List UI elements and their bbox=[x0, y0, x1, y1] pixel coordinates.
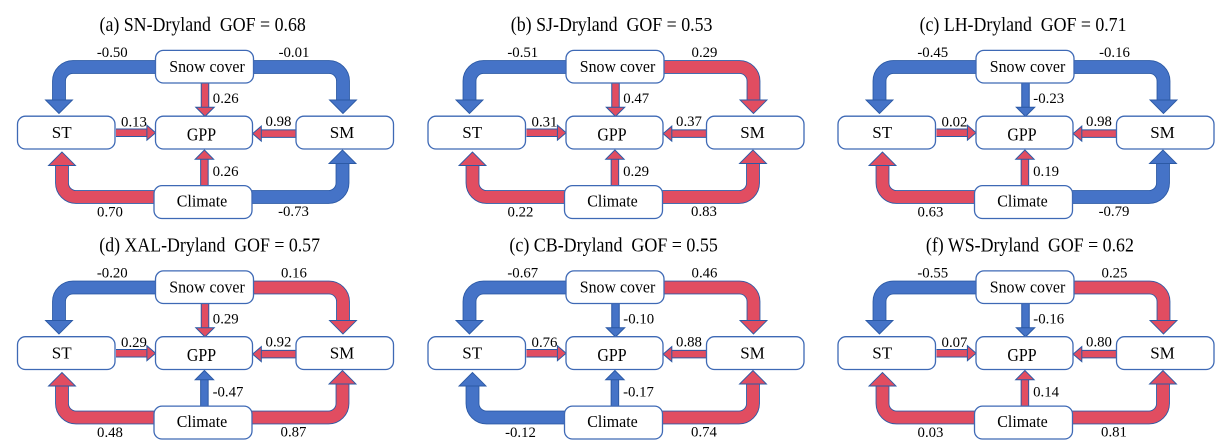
svg-text:(a) SN-Dryland GOF = 0.68: (a) SN-Dryland GOF = 0.68 bbox=[100, 14, 306, 36]
svg-text:0.02: 0.02 bbox=[942, 115, 968, 131]
svg-text:0.76: 0.76 bbox=[532, 335, 558, 351]
svg-text:-0.20: -0.20 bbox=[97, 265, 128, 281]
svg-text:Climate: Climate bbox=[177, 192, 228, 211]
svg-text:0.07: 0.07 bbox=[942, 335, 968, 351]
svg-text:-0.50: -0.50 bbox=[97, 45, 128, 61]
svg-text:0.29: 0.29 bbox=[121, 335, 147, 351]
svg-text:0.16: 0.16 bbox=[281, 265, 307, 281]
svg-text:ST: ST bbox=[872, 343, 892, 362]
svg-text:0.26: 0.26 bbox=[213, 91, 239, 107]
svg-text:ST: ST bbox=[462, 343, 482, 362]
svg-text:-0.12: -0.12 bbox=[505, 425, 536, 441]
svg-text:0.63: 0.63 bbox=[918, 205, 944, 221]
svg-text:0.92: 0.92 bbox=[266, 334, 292, 350]
svg-text:ST: ST bbox=[462, 123, 482, 142]
svg-text:0.87: 0.87 bbox=[281, 425, 307, 441]
svg-text:Snow cover: Snow cover bbox=[990, 278, 1066, 297]
svg-text:-0.67: -0.67 bbox=[507, 265, 538, 281]
svg-text:-0.16: -0.16 bbox=[1099, 45, 1130, 61]
svg-text:Snow cover: Snow cover bbox=[169, 57, 245, 76]
svg-text:-0.01: -0.01 bbox=[279, 45, 310, 61]
svg-text:(c) LH-Dryland GOF = 0.71: (c) LH-Dryland GOF = 0.71 bbox=[920, 14, 1127, 36]
svg-text:0.98: 0.98 bbox=[1086, 114, 1112, 130]
svg-text:ST: ST bbox=[52, 123, 72, 142]
svg-text:0.14: 0.14 bbox=[1033, 384, 1059, 400]
svg-text:Climate: Climate bbox=[997, 412, 1048, 431]
svg-text:(c) CB-Dryland GOF = 0.55: (c) CB-Dryland GOF = 0.55 bbox=[509, 235, 717, 257]
svg-text:SM: SM bbox=[740, 123, 765, 142]
svg-text:0.31: 0.31 bbox=[532, 115, 558, 131]
svg-text:Snow cover: Snow cover bbox=[580, 278, 656, 297]
svg-text:0.29: 0.29 bbox=[213, 311, 239, 327]
svg-text:ST: ST bbox=[872, 123, 892, 142]
svg-text:-0.55: -0.55 bbox=[917, 265, 948, 281]
svg-text:(f) WS-Dryland GOF = 0.62: (f) WS-Dryland GOF = 0.62 bbox=[926, 235, 1134, 257]
svg-text:0.19: 0.19 bbox=[1033, 164, 1059, 180]
svg-text:Climate: Climate bbox=[177, 412, 228, 431]
svg-text:-0.51: -0.51 bbox=[507, 45, 538, 61]
svg-text:0.70: 0.70 bbox=[97, 205, 123, 221]
svg-text:0.46: 0.46 bbox=[692, 265, 718, 281]
svg-text:-0.23: -0.23 bbox=[1033, 91, 1064, 107]
svg-text:0.47: 0.47 bbox=[623, 91, 649, 107]
svg-text:Snow cover: Snow cover bbox=[169, 278, 245, 297]
svg-text:0.88: 0.88 bbox=[676, 334, 702, 350]
svg-text:Climate: Climate bbox=[997, 192, 1048, 211]
svg-text:0.13: 0.13 bbox=[121, 115, 147, 131]
svg-text:0.25: 0.25 bbox=[1102, 265, 1128, 281]
svg-text:GPP: GPP bbox=[597, 345, 626, 365]
svg-text:GPP: GPP bbox=[187, 345, 216, 365]
svg-text:GPP: GPP bbox=[1007, 345, 1036, 365]
svg-text:0.48: 0.48 bbox=[97, 425, 123, 441]
svg-text:0.03: 0.03 bbox=[918, 425, 944, 441]
svg-text:Climate: Climate bbox=[587, 412, 638, 431]
svg-text:SM: SM bbox=[1150, 123, 1175, 142]
svg-text:GPP: GPP bbox=[597, 124, 626, 144]
svg-text:-0.73: -0.73 bbox=[278, 204, 309, 220]
svg-text:SM: SM bbox=[330, 344, 355, 363]
svg-text:SM: SM bbox=[330, 123, 355, 142]
svg-text:-0.17: -0.17 bbox=[623, 384, 654, 400]
svg-text:(d) XAL-Dryland GOF = 0.57: (d) XAL-Dryland GOF = 0.57 bbox=[99, 235, 320, 257]
svg-text:-0.79: -0.79 bbox=[1099, 204, 1130, 220]
svg-text:0.29: 0.29 bbox=[692, 45, 718, 61]
svg-text:-0.47: -0.47 bbox=[213, 384, 244, 400]
svg-text:0.74: 0.74 bbox=[691, 425, 717, 441]
svg-text:-0.45: -0.45 bbox=[917, 45, 948, 61]
svg-text:Climate: Climate bbox=[587, 192, 638, 211]
svg-text:0.80: 0.80 bbox=[1086, 334, 1112, 350]
svg-text:0.37: 0.37 bbox=[676, 114, 702, 130]
svg-text:-0.16: -0.16 bbox=[1033, 311, 1064, 327]
svg-text:SM: SM bbox=[1150, 344, 1175, 363]
svg-text:(b) SJ-Dryland GOF = 0.53: (b) SJ-Dryland GOF = 0.53 bbox=[511, 14, 713, 36]
svg-text:ST: ST bbox=[52, 343, 72, 362]
svg-text:Snow cover: Snow cover bbox=[990, 57, 1066, 76]
svg-text:SM: SM bbox=[740, 344, 765, 363]
svg-text:0.83: 0.83 bbox=[691, 204, 717, 220]
svg-text:GPP: GPP bbox=[1007, 124, 1036, 144]
svg-text:Snow cover: Snow cover bbox=[580, 57, 656, 76]
svg-text:0.81: 0.81 bbox=[1101, 425, 1127, 441]
svg-text:0.26: 0.26 bbox=[213, 164, 239, 180]
svg-text:-0.10: -0.10 bbox=[623, 311, 654, 327]
svg-text:GPP: GPP bbox=[187, 124, 216, 144]
svg-text:0.29: 0.29 bbox=[623, 164, 649, 180]
svg-text:0.22: 0.22 bbox=[508, 205, 534, 221]
svg-text:0.98: 0.98 bbox=[266, 114, 292, 130]
